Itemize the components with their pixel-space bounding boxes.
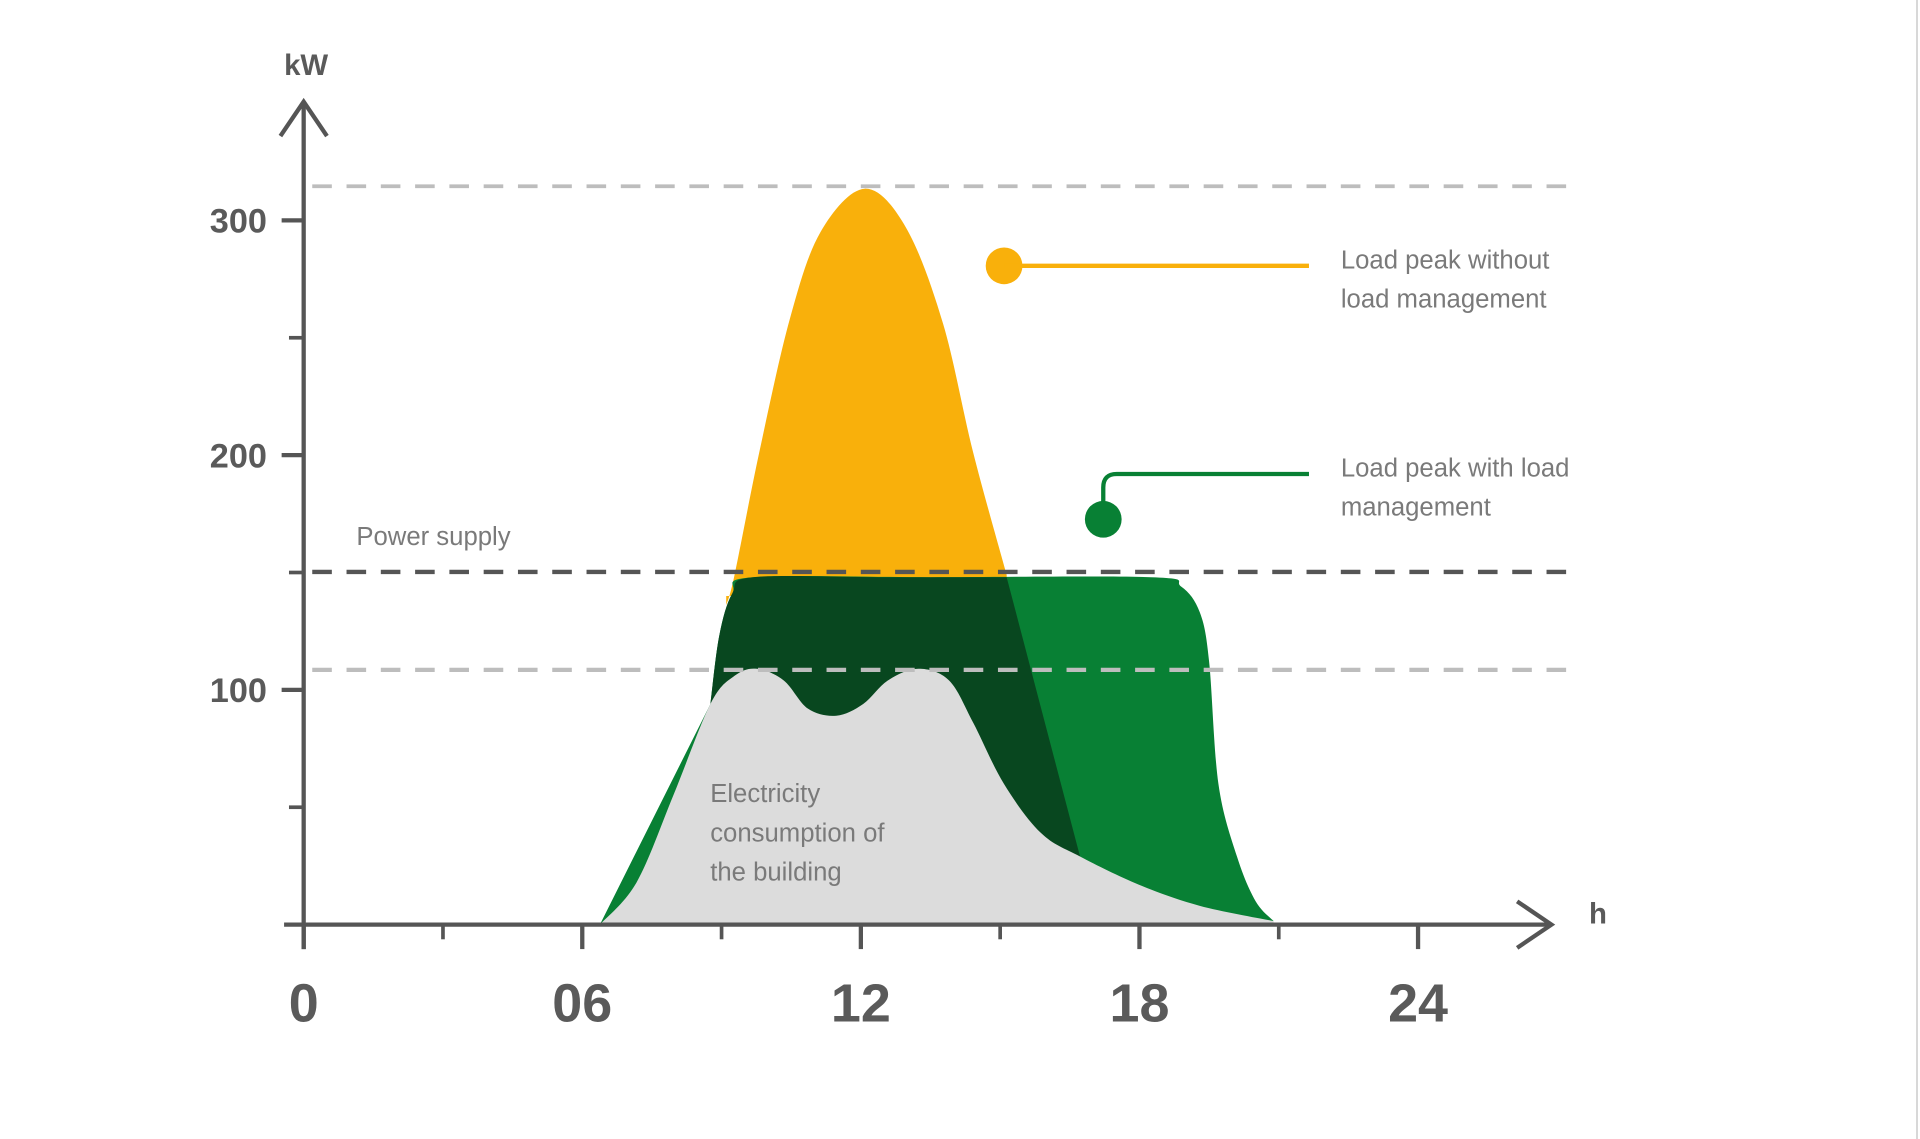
y-tick-label: 100 <box>210 672 267 710</box>
axis-ticks: 0 06 12 18 24 100 200 300 <box>210 203 1448 1034</box>
area-load-peak-without-load-management <box>726 188 1007 606</box>
legend-leader-green <box>1101 471 1309 520</box>
x-tick-label: 18 <box>1110 973 1170 1033</box>
legend-with-line-2: management <box>1341 494 1491 522</box>
building-label-line-2: consumption of <box>710 819 885 847</box>
x-tick-label: 0 <box>289 973 319 1033</box>
y-tick-label: 200 <box>210 437 267 475</box>
y-axis <box>278 97 329 950</box>
legend-dot-green-icon <box>1084 500 1122 538</box>
building-label-line-1: Electricity <box>710 780 820 808</box>
legend-with-line-1: Load peak with load <box>1341 454 1570 482</box>
chart-areas <box>599 188 1274 925</box>
x-axis <box>284 899 1556 950</box>
x-tick-label: 12 <box>831 973 891 1033</box>
legend-with-management: Load peak with load management <box>1084 454 1570 538</box>
building-label-line-3: the building <box>710 859 841 887</box>
x-axis-label: h <box>1589 897 1607 930</box>
legend-without-line-1: Load peak without <box>1341 246 1550 274</box>
legend-without-management: Load peak without load management <box>985 246 1550 313</box>
legend-without-line-2: load management <box>1341 285 1547 313</box>
y-tick-label: 300 <box>210 203 267 241</box>
right-border <box>1916 0 1918 1139</box>
area-electricity-consumption-of-the-building <box>599 668 1274 925</box>
power-supply-label: Power supply <box>356 523 510 551</box>
x-tick-label: 24 <box>1388 973 1448 1033</box>
x-axis-arrow-icon <box>1515 899 1556 950</box>
y-axis-arrow-icon <box>278 97 329 138</box>
x-tick-label: 06 <box>552 973 612 1033</box>
y-axis-label: kW <box>284 49 328 82</box>
